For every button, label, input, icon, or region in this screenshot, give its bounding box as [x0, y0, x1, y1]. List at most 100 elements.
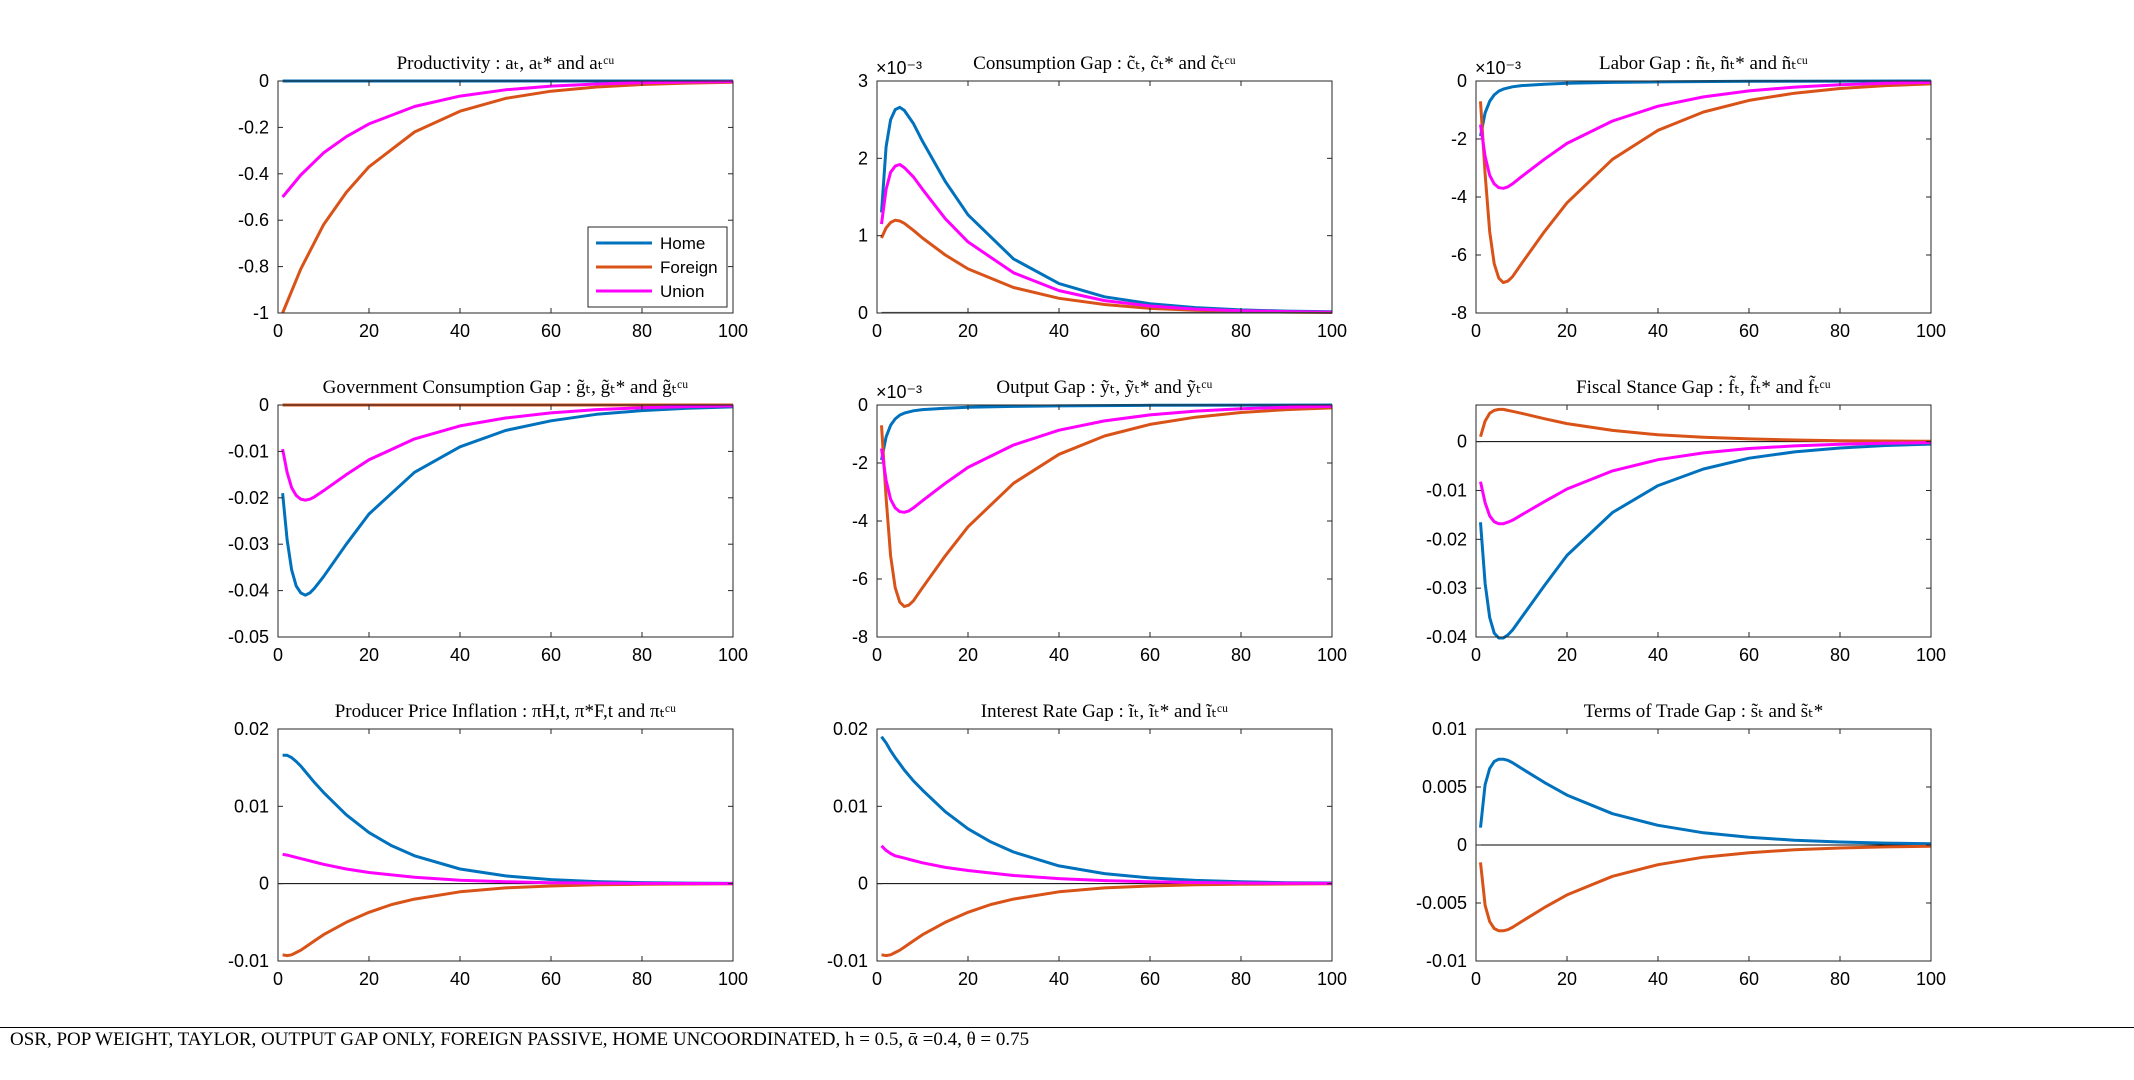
- chart-title: Terms of Trade Gap : s̃ₜ and s̃ₜ*: [1584, 701, 1823, 722]
- chart-panel-8: Interest Rate Gap : ĩₜ, ĩₜ* and ĩₜᶜᵘ 0 20 4…: [827, 701, 1347, 989]
- y-tick-label: -0.005: [1416, 893, 1467, 913]
- y-tick-label: 0: [1457, 432, 1467, 452]
- legend: Home Foreign Union: [587, 226, 728, 308]
- y-tick-label: 0: [858, 395, 868, 415]
- chart-panel-5: Output Gap : ỹₜ, ỹₜ* and ỹₜᶜᵘ ×10⁻³ 0 20 40 6…: [852, 377, 1347, 665]
- y-tick-label: 0.005: [1422, 777, 1467, 797]
- y-tick-label: -1: [253, 303, 269, 323]
- x-tick-label: 80: [1830, 321, 1850, 341]
- series-line-home: [1479, 757, 1932, 846]
- y-tick-label: -0.04: [1426, 627, 1467, 647]
- series-line-foreign: [1479, 844, 1932, 933]
- y-tick-label: -8: [852, 627, 868, 647]
- series-line-foreign: [282, 882, 734, 958]
- legend-label-home: Home: [660, 234, 705, 253]
- y-tick-label: 0.01: [1432, 719, 1467, 739]
- chart-panel-4: Government Consumption Gap : g̃ₜ, g̃ₜ* a…: [228, 377, 748, 665]
- y-tick-label: 0: [1457, 835, 1467, 855]
- y-tick-label: -6: [852, 569, 868, 589]
- y-tick-label: -0.01: [1426, 951, 1467, 971]
- series-line-union: [880, 163, 1333, 314]
- x-tick-label: 40: [1648, 969, 1668, 989]
- chart-panel-3: Labor Gap : ñₜ, ñₜ* and ñₜᶜᵘ ×10⁻³ 0 20 40 60…: [1451, 53, 1946, 341]
- x-tick-label: 60: [1739, 969, 1759, 989]
- x-tick-label: 40: [450, 321, 470, 341]
- y-tick-label: -0.01: [228, 441, 269, 461]
- x-tick-label: 60: [541, 321, 561, 341]
- x-tick-label: 60: [1739, 645, 1759, 665]
- x-tick-label: 100: [1317, 969, 1347, 989]
- x-tick-label: 100: [1916, 645, 1946, 665]
- chart-panel-2: Consumption Gap : c̃ₜ, c̃ₜ* and c̃ₜᶜᵘ ×10…: [858, 53, 1347, 341]
- y-tick-label: 0: [259, 874, 269, 894]
- chart-panel-1: Productivity : aₜ, aₜ* and aₜᶜᵘ 0 20 40 60 80…: [238, 53, 748, 341]
- x-tick-label: 100: [718, 321, 748, 341]
- y-tick-label: -0.02: [1426, 529, 1467, 549]
- y-tick-label: 0: [858, 303, 868, 323]
- y-tick-label: -0.01: [827, 951, 868, 971]
- x-tick-label: 20: [1557, 645, 1577, 665]
- x-tick-label: 0: [273, 321, 283, 341]
- chart-panel-6: Fiscal Stance Gap : f̃ₜ, f̃ₜ* and f̃ₜᶜᵘ 0…: [1426, 374, 1946, 665]
- series-line-home: [1479, 79, 1932, 137]
- series-line-union: [281, 404, 734, 502]
- chart-title: Government Consumption Gap : g̃ₜ, g̃ₜ* a…: [323, 377, 689, 398]
- y-tick-label: -0.6: [238, 210, 269, 230]
- x-tick-label: 100: [1916, 321, 1946, 341]
- chart-title: Producer Price Inflation : πH,t, π*F,t a…: [335, 701, 677, 722]
- series-line-union: [1479, 441, 1932, 526]
- y-tick-label: -0.2: [238, 117, 269, 137]
- plot-area-frame: [1475, 80, 1932, 314]
- x-tick-label: 20: [958, 321, 978, 341]
- y-tick-label: -4: [852, 511, 868, 531]
- legend-label-foreign: Foreign: [660, 258, 718, 277]
- x-tick-label: 0: [1471, 321, 1481, 341]
- y-tick-label: -0.01: [1426, 480, 1467, 500]
- y-tick-label: 0: [259, 71, 269, 91]
- chart-panel-7: Producer Price Inflation : πH,t, π*F,t a…: [228, 701, 748, 989]
- series-line-union: [880, 404, 1333, 514]
- x-tick-label: 60: [1140, 969, 1160, 989]
- series-line-home: [281, 405, 734, 597]
- series-line-foreign: [1479, 407, 1932, 443]
- x-tick-label: 80: [1231, 645, 1251, 665]
- series-line-home: [1479, 442, 1932, 640]
- x-tick-label: 100: [1317, 645, 1347, 665]
- x-tick-label: 60: [1140, 645, 1160, 665]
- x-tick-label: 40: [1648, 645, 1668, 665]
- y-tick-label: 0.01: [234, 796, 269, 816]
- y-tick-label: -0.05: [228, 627, 269, 647]
- x-tick-label: 20: [1557, 321, 1577, 341]
- y-tick-label: -0.03: [1426, 578, 1467, 598]
- y-tick-label: -8: [1451, 303, 1467, 323]
- x-tick-label: 0: [872, 321, 882, 341]
- x-tick-label: 80: [1830, 645, 1850, 665]
- y-tick-label: -0.04: [228, 581, 269, 601]
- y-tick-label: 0.02: [234, 719, 269, 739]
- x-tick-label: 40: [450, 969, 470, 989]
- y-tick-label: 0: [259, 395, 269, 415]
- y-tick-label: 3: [858, 71, 868, 91]
- x-tick-label: 20: [359, 321, 379, 341]
- x-tick-label: 80: [1231, 321, 1251, 341]
- y-tick-label: 2: [858, 148, 868, 168]
- plot-area-frame: [1475, 404, 1932, 638]
- x-tick-label: 100: [1916, 969, 1946, 989]
- y-tick-label: 1: [858, 226, 868, 246]
- chart-title: Fiscal Stance Gap : f̃ₜ, f̃ₜ* and f̃ₜᶜᵘ: [1576, 374, 1831, 398]
- x-tick-label: 40: [1648, 321, 1668, 341]
- y-tick-label: -0.02: [228, 488, 269, 508]
- plot-area-frame: [277, 404, 734, 638]
- chart-title: Productivity : aₜ, aₜ* and aₜᶜᵘ: [397, 53, 615, 74]
- plot-area-frame: [876, 728, 1333, 962]
- x-tick-label: 80: [632, 969, 652, 989]
- series-line-home: [282, 753, 734, 885]
- x-tick-label: 100: [1317, 321, 1347, 341]
- x-tick-label: 0: [1471, 645, 1481, 665]
- x-tick-label: 0: [273, 969, 283, 989]
- x-tick-label: 20: [359, 645, 379, 665]
- chart-panel-9: Terms of Trade Gap : s̃ₜ and s̃ₜ* 0 20 40 60…: [1416, 701, 1946, 989]
- y-tick-label: -0.8: [238, 257, 269, 277]
- x-tick-label: 0: [872, 645, 882, 665]
